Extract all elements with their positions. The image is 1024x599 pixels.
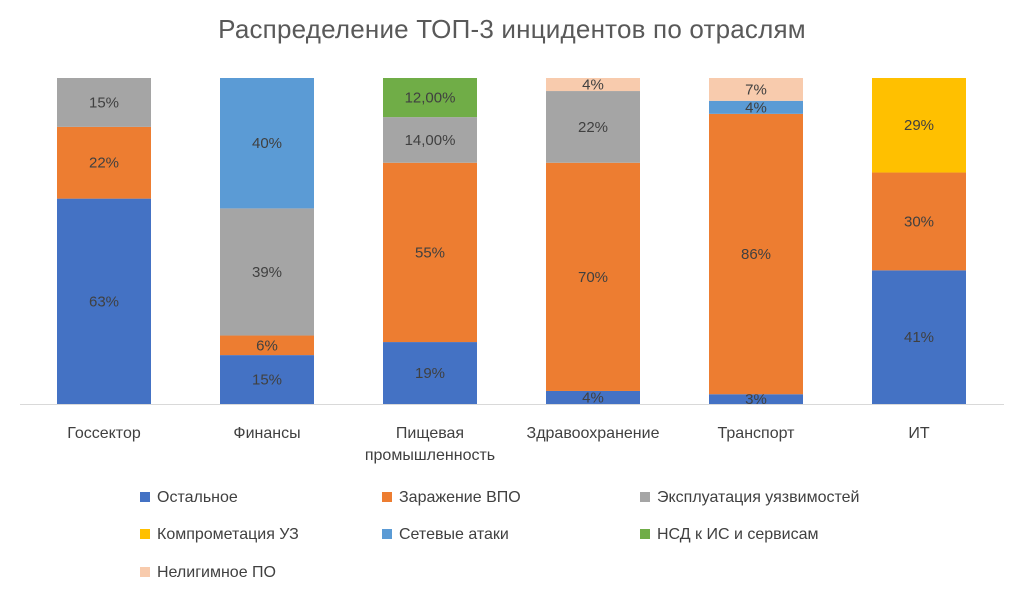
x-tick-label: Здравоохранение	[527, 425, 660, 442]
bar-segment	[220, 78, 314, 209]
bar-segment	[546, 91, 640, 163]
legend-swatch	[640, 492, 650, 502]
legend-label: Эксплуатация уязвимостей	[657, 489, 859, 506]
data-label: 15%	[89, 94, 119, 111]
bar-segment	[383, 342, 477, 404]
legend-swatch	[140, 567, 150, 577]
legend-item: Эксплуатация уязвимостей	[640, 489, 859, 506]
data-label: 55%	[415, 244, 445, 261]
bar-segment	[57, 198, 151, 404]
data-label: 3%	[745, 391, 767, 408]
data-label: 22%	[89, 155, 119, 172]
bar-segment	[872, 78, 966, 173]
data-label: 4%	[582, 389, 604, 406]
data-label: 63%	[89, 293, 119, 310]
legend-swatch	[382, 529, 392, 539]
data-label: 15%	[252, 372, 282, 389]
bar-segment	[546, 162, 640, 391]
bar-segment	[709, 394, 803, 404]
data-label: 41%	[904, 329, 934, 346]
bar-segment	[383, 78, 477, 118]
bar-segment	[383, 117, 477, 163]
x-tick-label: Пищевая промышленность	[365, 425, 495, 464]
x-tick-label: Финансы	[233, 425, 300, 442]
data-label: 12,00%	[405, 90, 456, 107]
data-label: 19%	[415, 365, 445, 382]
data-label: 70%	[578, 269, 608, 286]
bar-segment	[709, 113, 803, 395]
bar-segment	[220, 208, 314, 336]
bar-segment	[546, 78, 640, 92]
bar-segment	[220, 335, 314, 356]
legend-item: Заражение ВПО	[382, 489, 521, 506]
legend-item: Остальное	[140, 489, 238, 506]
legend-label: Заражение ВПО	[399, 489, 521, 506]
data-label: 30%	[904, 213, 934, 230]
legend-swatch	[640, 529, 650, 539]
bar-segment	[872, 270, 966, 404]
x-tick-label: Транспорт	[718, 425, 796, 442]
bar-segment	[709, 78, 803, 101]
bar-segment	[57, 78, 151, 127]
legend-label: НСД к ИС и сервисам	[657, 526, 819, 543]
bar-segment	[383, 162, 477, 343]
legend-item: Нелигимное ПО	[140, 564, 276, 581]
legend-swatch	[382, 492, 392, 502]
chart-title: Распределение ТОП-3 инцидентов по отрасл…	[218, 14, 806, 44]
legend-label: Сетевые атаки	[399, 526, 509, 543]
data-label: 6%	[256, 337, 278, 354]
data-label: 39%	[252, 264, 282, 281]
data-label: 14,00%	[405, 132, 456, 149]
x-tick-label: ИТ	[908, 425, 930, 442]
legend-swatch	[140, 529, 150, 539]
data-label: 29%	[904, 117, 934, 134]
bar-segment	[709, 100, 803, 114]
legend-label: Остальное	[157, 489, 238, 506]
bar-segment	[220, 355, 314, 404]
data-label: 4%	[745, 99, 767, 116]
legend-item: Компрометация УЗ	[140, 526, 299, 543]
bar-segment	[872, 172, 966, 271]
data-label: 7%	[745, 81, 767, 98]
legend-item: НСД к ИС и сервисам	[640, 526, 819, 543]
data-label: 40%	[252, 135, 282, 152]
bar-segment	[57, 126, 151, 199]
data-label: 22%	[578, 119, 608, 136]
data-label: 4%	[582, 76, 604, 93]
legend-label: Нелигимное ПО	[157, 564, 276, 581]
data-label: 86%	[741, 246, 771, 263]
legend-label: Компрометация УЗ	[157, 526, 299, 543]
bar-segment	[546, 390, 640, 404]
legend-swatch	[140, 492, 150, 502]
x-tick-label: Госсектор	[67, 425, 141, 442]
legend-item: Сетевые атаки	[382, 526, 509, 543]
